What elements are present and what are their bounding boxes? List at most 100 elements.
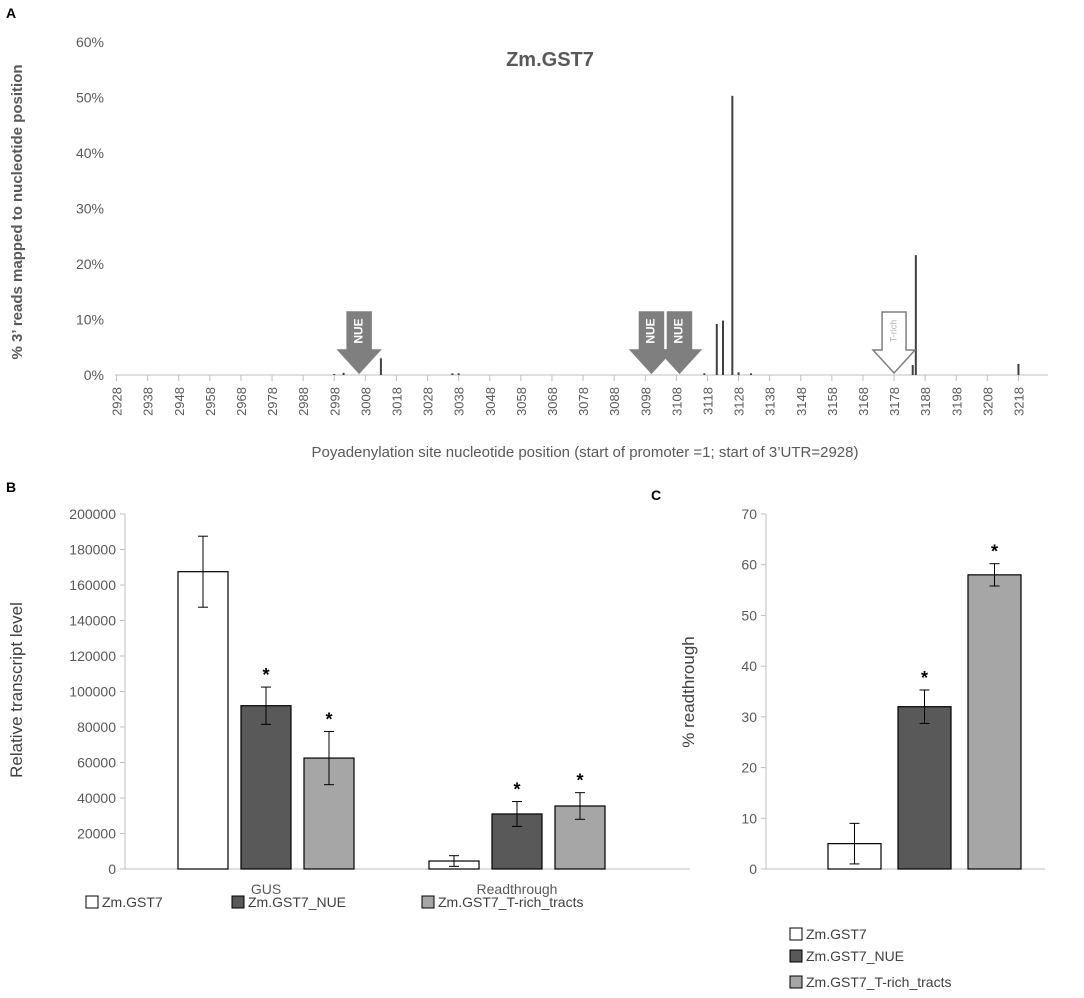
panel-a-x-tick-label: 3158	[825, 387, 840, 416]
panel-c-legend-label: Zm.GST7	[806, 926, 867, 942]
panel-a-x-tick-label: 2998	[327, 387, 342, 416]
panel-c-significance-marker: *	[991, 542, 998, 562]
panel-a-x-tick-label: 2978	[265, 387, 280, 416]
panel-a-arrow-label: NUE	[672, 318, 686, 343]
panel-a-x-tick-label: 2928	[110, 387, 125, 416]
panel-a-arrow-marker	[628, 311, 675, 375]
panel-a-x-tick-label: 3208	[980, 387, 995, 416]
panel-a-x-tick-label: 3098	[638, 387, 653, 416]
panel-a-x-tick-label: 2968	[234, 387, 249, 416]
panel-a-arrow-marker	[336, 311, 382, 375]
panel-b-y-tick-label: 60000	[77, 755, 116, 771]
panel-a-x-tick-label: 3068	[545, 387, 560, 416]
panel-b-y-axis-title: Relative transcript level	[7, 602, 26, 778]
panel-b-y-tick-label: 80000	[77, 719, 116, 735]
panel-c-legend-label: Zm.GST7_T-rich_tracts	[806, 974, 951, 990]
panel-c-bar	[967, 574, 1022, 870]
panel-a-x-tick-label: 2988	[296, 387, 311, 416]
panel-b-legend-swatch	[85, 895, 99, 909]
panel-a-x-tick-label: 3188	[918, 387, 933, 416]
panel-a-y-tick-label: 20%	[76, 256, 104, 272]
panel-c-y-tick-label: 10	[741, 810, 757, 826]
panel-c-y-tick-label: 20	[741, 760, 757, 776]
panel-b-y-tick-label: 40000	[77, 790, 116, 806]
panel-b-category-label: GUS	[251, 881, 281, 897]
panel-a-arrow-label: NUE	[644, 318, 658, 343]
panel-a-x-tick-label: 3018	[389, 387, 404, 416]
panel-a-arrow-marker	[656, 311, 703, 375]
panel-b-significance-marker: *	[325, 709, 332, 729]
panel-a-peak-bar	[914, 255, 917, 375]
panel-c-y-tick-label: 30	[741, 709, 757, 725]
panel-a-y-tick-label: 50%	[76, 90, 104, 106]
panel-a-x-tick-label: 3138	[763, 387, 778, 416]
panel-a-x-tick-label: 3088	[607, 387, 622, 416]
panel-a-x-axis-title: Poyadenylation site nucleotide position …	[312, 444, 859, 461]
panel-a-x-tick-label: 2938	[141, 387, 156, 416]
panel-c-bar	[897, 706, 952, 870]
panel-a-x-tick-label: 3148	[794, 387, 809, 416]
panel-c-y-axis-title: % readthrough	[679, 636, 698, 748]
panel-a-x-tick-label: 3128	[732, 387, 747, 416]
panel-a-peak-bar	[737, 372, 740, 375]
panel-c-legend-swatch	[789, 975, 803, 989]
panel-c-legend-label: Zm.GST7_NUE	[806, 948, 904, 964]
panel-a-peak-bar	[715, 323, 718, 375]
panel-a-peak-bar	[457, 373, 460, 375]
panel-label-a: A	[6, 5, 16, 21]
panel-b-legend-label: Zm.GST7	[102, 894, 163, 910]
panel-c-y-tick-label: 70	[741, 506, 757, 522]
panel-a-peak-bar	[703, 373, 706, 375]
panel-a-x-tick-label: 3038	[452, 387, 467, 416]
panel-a-peak-bar	[333, 373, 336, 375]
panel-label-b: B	[6, 479, 16, 495]
panel-c-significance-marker: *	[921, 668, 928, 688]
panel-c-y-tick-label: 60	[741, 557, 757, 573]
panel-c-y-tick-label: 50	[741, 607, 757, 623]
panel-a-arrow-marker	[871, 311, 917, 375]
panel-a-x-tick-label: 3168	[856, 387, 871, 416]
panel-a-x-tick-label: 3198	[949, 387, 964, 416]
panel-a-peak-bar	[722, 320, 725, 375]
panel-a-x-tick-label: 3008	[358, 387, 373, 416]
panel-a-title: Zm.GST7	[506, 49, 594, 71]
panel-label-c: C	[651, 487, 661, 503]
panel-a-y-axis-title: % 3’ reads mapped to nucleotide position	[9, 64, 26, 359]
panel-b-legend-label: Zm.GST7_T-rich_tracts	[438, 894, 583, 910]
panel-a-x-tick-label: 3178	[887, 387, 902, 416]
panel-b-y-tick-label: 140000	[69, 613, 116, 629]
panel-a-y-tick-label: 10%	[76, 312, 104, 328]
panel-a-x-tick-label: 2948	[172, 387, 187, 416]
panel-a-peak-bar	[731, 95, 734, 376]
panel-b-y-tick-label: 20000	[77, 826, 116, 842]
panel-a-peak-bar	[379, 358, 382, 375]
panel-b-significance-marker: *	[513, 780, 520, 800]
panel-c-legend-swatch	[789, 949, 803, 963]
panel-a-x-tick-label: 3028	[421, 387, 436, 416]
panel-b-legend-swatch	[231, 895, 245, 909]
panel-b-category-label: Readthrough	[477, 881, 558, 897]
panel-a-y-tick-label: 0%	[84, 367, 104, 383]
panel-b-legend-label: Zm.GST7_NUE	[248, 894, 346, 910]
panel-a-x-tick-label: 3058	[514, 387, 529, 416]
panel-a-y-tick-label: 40%	[76, 145, 104, 161]
panel-b-y-tick-label: 200000	[69, 506, 116, 522]
panel-a-peak-bar	[342, 372, 345, 375]
panel-b-bar	[177, 571, 229, 870]
panel-c-y-tick-label: 0	[749, 861, 757, 877]
panel-a-x-tick-label: 3078	[576, 387, 591, 416]
panel-b-significance-marker: *	[576, 771, 583, 791]
panel-a-x-tick-label: 3108	[669, 387, 684, 416]
panel-c-legend-swatch	[789, 927, 803, 941]
panel-c-y-tick-label: 40	[741, 658, 757, 674]
panel-a-y-tick-label: 30%	[76, 201, 104, 217]
panel-b-y-tick-label: 160000	[69, 577, 116, 593]
panel-a-y-tick-label: 60%	[76, 34, 104, 50]
panel-a-peak-bar	[451, 373, 454, 375]
panel-b-significance-marker: *	[262, 665, 269, 685]
panel-b-legend-swatch	[421, 895, 435, 909]
panel-b-y-tick-label: 0	[108, 861, 116, 877]
panel-a-arrow-label: T-rich	[888, 320, 898, 343]
panel-b-y-tick-label: 180000	[69, 542, 116, 558]
